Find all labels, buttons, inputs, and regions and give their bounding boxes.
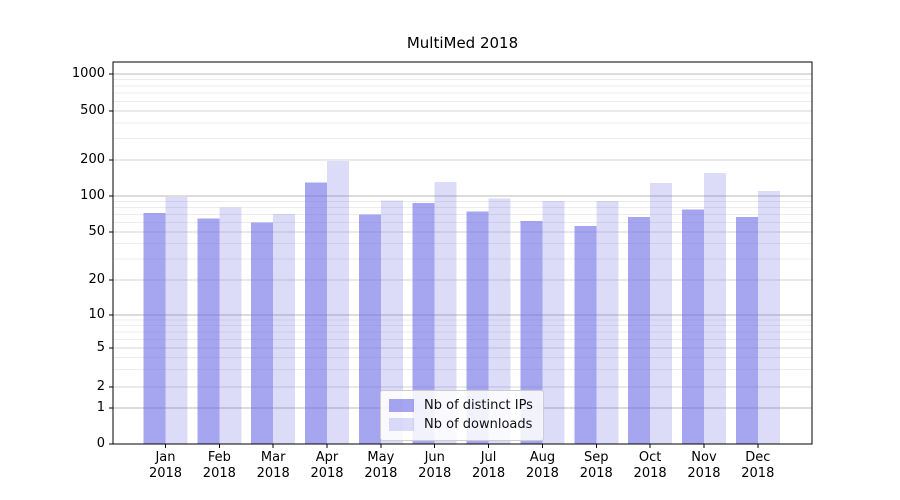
x-tick-label: Jul 2018 bbox=[472, 450, 506, 481]
bar-jan-downloads bbox=[165, 197, 188, 444]
bar-jul-distinct-ips bbox=[466, 211, 489, 444]
y-tick-label: 1 bbox=[96, 400, 105, 415]
bar-jun-downloads bbox=[434, 181, 457, 445]
bar-oct-distinct-ips bbox=[628, 216, 651, 444]
legend: Nb of distinct IPs Nb of downloads bbox=[380, 390, 544, 441]
bar-apr-distinct-ips bbox=[305, 182, 328, 444]
y-tick-label: 50 bbox=[88, 224, 105, 239]
bar-mar-downloads bbox=[273, 213, 296, 444]
y-tick-label: 200 bbox=[80, 152, 105, 167]
legend-label-distinct-ips: Nb of distinct IPs bbox=[424, 398, 533, 413]
bar-nov-downloads bbox=[703, 172, 726, 444]
y-tick-label: 100 bbox=[80, 188, 105, 203]
bar-dec-downloads bbox=[757, 191, 780, 444]
bar-mar-distinct-ips bbox=[251, 222, 274, 444]
y-tick-label: 10 bbox=[88, 307, 105, 322]
bar-aug-distinct-ips bbox=[520, 220, 543, 444]
legend-swatch-downloads bbox=[389, 418, 414, 431]
x-tick-label: Mar 2018 bbox=[256, 450, 290, 481]
legend-label-downloads: Nb of downloads bbox=[424, 417, 533, 432]
x-tick-label: May 2018 bbox=[364, 450, 398, 481]
bar-may-downloads bbox=[380, 200, 403, 444]
y-tick-label: 1000 bbox=[71, 66, 105, 81]
x-tick-label: Apr 2018 bbox=[310, 450, 344, 481]
x-tick-label: Oct 2018 bbox=[633, 450, 667, 481]
x-tick-label: Sep 2018 bbox=[579, 450, 613, 481]
legend-swatch-distinct-ips bbox=[389, 399, 414, 412]
x-tick-label: Jan 2018 bbox=[148, 450, 183, 481]
bar-apr-downloads bbox=[327, 161, 350, 445]
bar-feb-distinct-ips bbox=[197, 218, 220, 444]
y-tick-label: 5 bbox=[96, 340, 105, 355]
bar-oct-downloads bbox=[650, 182, 673, 444]
chart-title: MultiMed 2018 bbox=[406, 34, 519, 52]
legend-item-downloads: Nb of downloads bbox=[389, 415, 535, 434]
bar-sep-distinct-ips bbox=[574, 226, 597, 444]
y-tick-label: 20 bbox=[88, 272, 105, 287]
bar-sep-downloads bbox=[596, 200, 619, 444]
bar-aug-downloads bbox=[542, 200, 565, 444]
y-tick-label: 0 bbox=[96, 436, 105, 451]
y-tick-label: 500 bbox=[80, 103, 105, 118]
bar-dec-distinct-ips bbox=[735, 216, 758, 444]
x-tick-label: Jun 2018 bbox=[418, 450, 452, 481]
x-tick-label: Aug 2018 bbox=[525, 450, 559, 481]
x-tick-label: Feb 2018 bbox=[202, 450, 236, 481]
bar-jul-downloads bbox=[488, 198, 511, 444]
bar-jun-distinct-ips bbox=[412, 203, 435, 444]
x-tick-label: Dec 2018 bbox=[741, 450, 775, 481]
bar-feb-downloads bbox=[219, 207, 242, 444]
bar-may-distinct-ips bbox=[358, 214, 381, 444]
bar-jan-distinct-ips bbox=[143, 213, 166, 444]
bar-nov-distinct-ips bbox=[681, 209, 704, 444]
x-tick-label: Nov 2018 bbox=[687, 450, 721, 481]
legend-item-distinct-ips: Nb of distinct IPs bbox=[389, 396, 535, 415]
y-tick-label: 2 bbox=[96, 379, 105, 394]
